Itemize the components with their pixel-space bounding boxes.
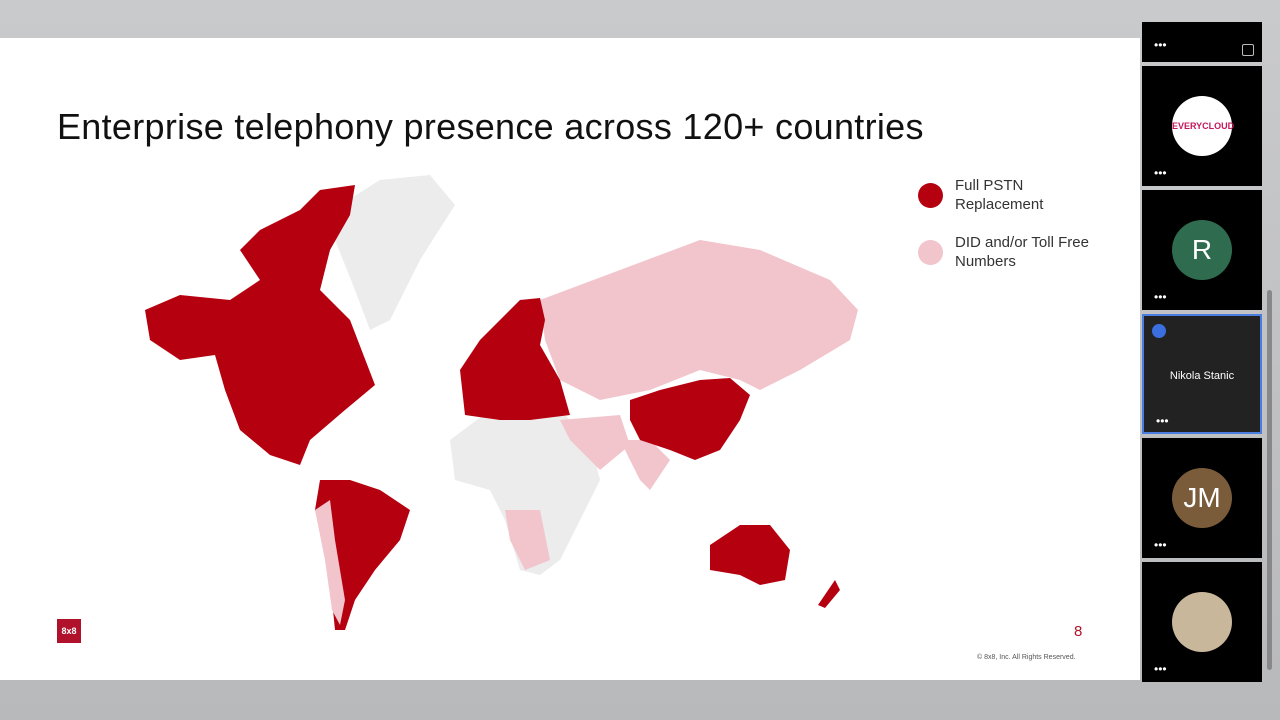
region (560, 415, 630, 470)
participant-tile[interactable]: R ••• (1142, 190, 1262, 310)
region (450, 410, 600, 575)
avatar: R (1172, 220, 1232, 280)
legend-swatch (918, 183, 943, 208)
more-button[interactable]: ••• (1154, 38, 1167, 52)
mic-icon (1242, 44, 1254, 56)
scrollbar[interactable] (1267, 290, 1272, 670)
legend-swatch (918, 240, 943, 265)
avatar: EVERYCLOUD (1172, 96, 1234, 156)
region (145, 185, 375, 465)
avatar: JM (1172, 468, 1232, 528)
legend-label: Full PSTN Replacement (955, 177, 1044, 213)
more-button[interactable]: ••• (1154, 290, 1167, 304)
participant-tile[interactable]: Nikola Stanic ••• (1142, 314, 1262, 434)
more-button[interactable]: ••• (1154, 166, 1167, 180)
presenter-badge (1152, 324, 1166, 338)
participant-tile[interactable]: ••• (1142, 22, 1262, 62)
region (630, 378, 750, 460)
more-button[interactable]: ••• (1154, 662, 1167, 676)
world-map (145, 175, 858, 630)
participant-tile[interactable]: ••• (1142, 562, 1262, 682)
participant-tile[interactable]: EVERYCLOUD ••• (1142, 66, 1262, 186)
region (710, 525, 790, 585)
participant-tile[interactable]: JM ••• (1142, 438, 1262, 558)
region (540, 240, 858, 400)
page-number: 8 (1074, 623, 1083, 640)
slide: Enterprise telephony presence across 120… (0, 38, 1140, 680)
more-button[interactable]: ••• (1156, 414, 1169, 428)
more-button[interactable]: ••• (1154, 538, 1167, 552)
region (335, 175, 455, 330)
region (620, 440, 670, 490)
participant-name: Nikola Stanic (1169, 370, 1235, 382)
region (460, 298, 570, 420)
slide-title: Enterprise telephony presence across 120… (57, 106, 924, 147)
region (505, 510, 550, 570)
logo: 8x8 (57, 619, 81, 643)
video-thumbnail (1172, 592, 1232, 652)
region (818, 580, 840, 608)
copyright: © 8x8, Inc. All Rights Reserved. (977, 654, 1076, 661)
legend-label: DID and/or Toll Free Numbers (955, 234, 1089, 270)
region (315, 500, 345, 625)
